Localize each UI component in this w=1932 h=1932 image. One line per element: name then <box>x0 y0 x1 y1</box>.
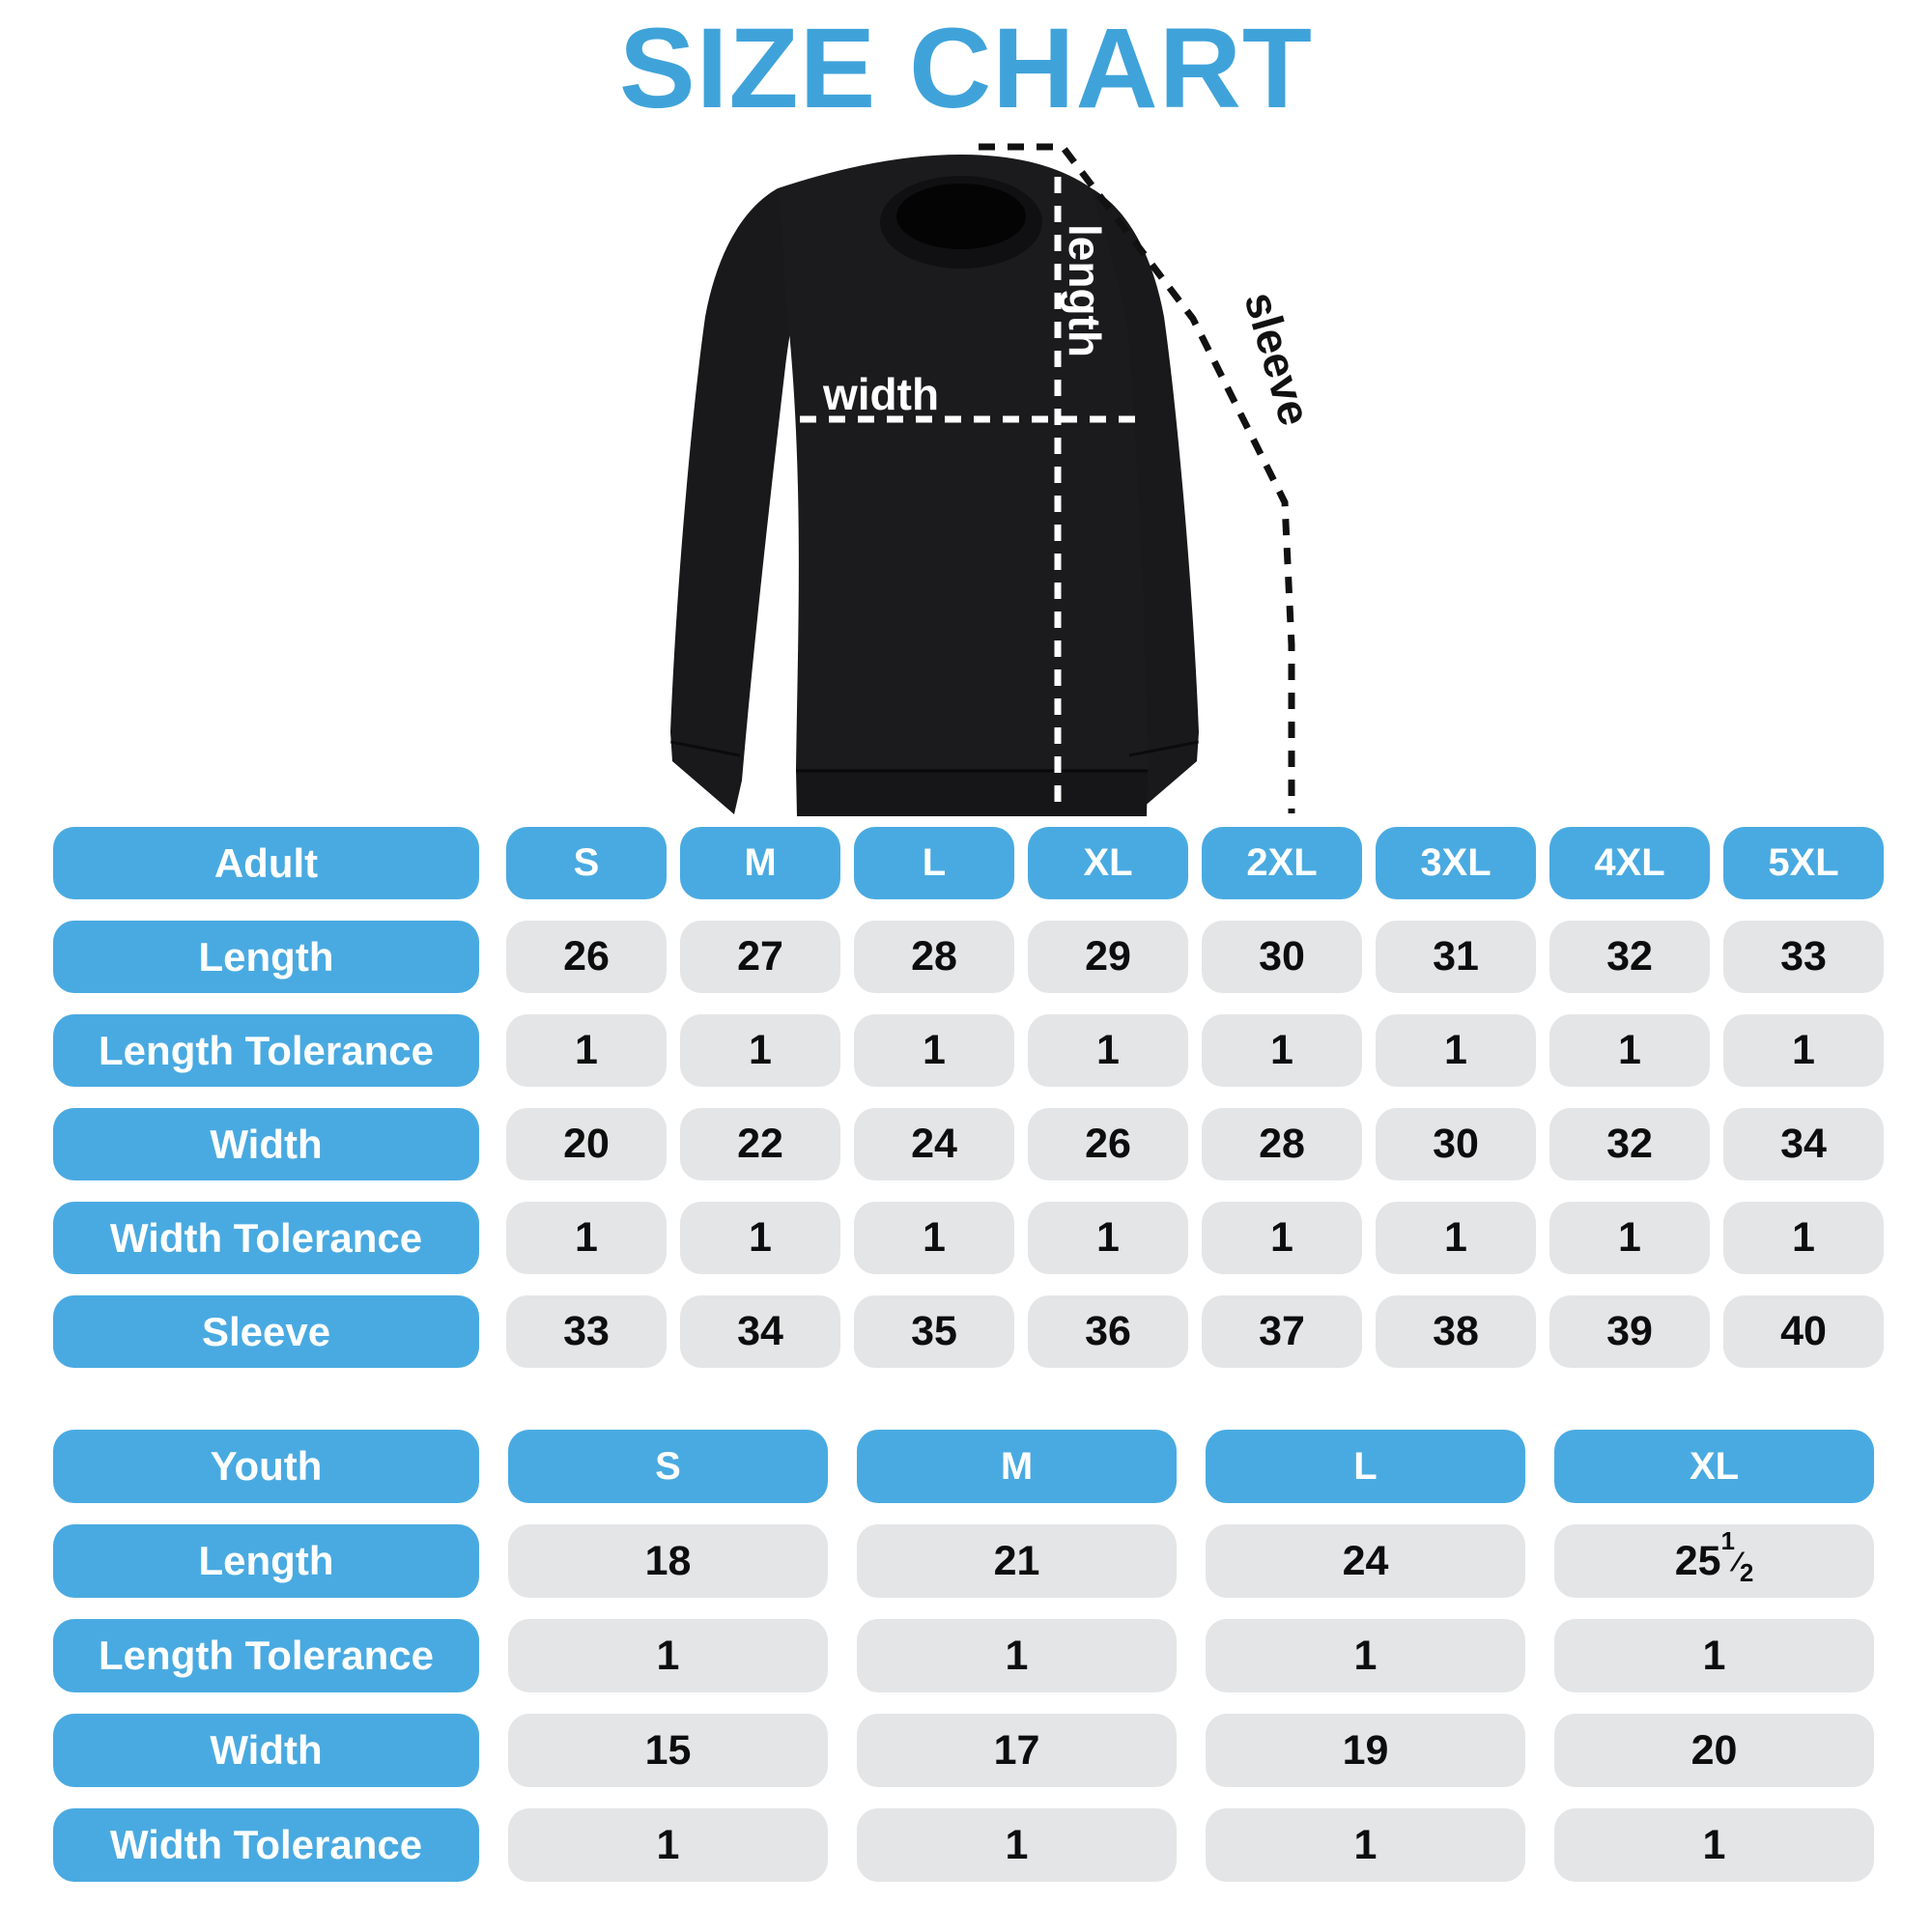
youth_table-header-size-0: S <box>508 1430 828 1503</box>
adult_table-header-size-1: M <box>680 827 840 899</box>
youth_table-cell: 1 <box>1554 1808 1874 1882</box>
adult_table-cell: 1 <box>1376 1014 1536 1087</box>
adult-size-table: Adult S M L XL 2XL 3XL 4XL 5XL Length 26 27 28 29 30 31… <box>53 827 1884 1368</box>
collar-opening <box>896 184 1026 249</box>
youth_table-cell: 1 <box>857 1619 1177 1692</box>
adult_table-cell: 22 <box>680 1108 840 1180</box>
adult_table-row-label: Length Tolerance <box>53 1014 479 1087</box>
adult_table-cell: 33 <box>1723 921 1884 993</box>
adult_table-header-size-5: 3XL <box>1376 827 1536 899</box>
adult_table-cell: 33 <box>506 1295 667 1368</box>
youth_table-cell: 25 1⁄2 <box>1554 1524 1874 1598</box>
adult_table-cell: 40 <box>1723 1295 1884 1368</box>
adult_table-cell: 32 <box>1549 1108 1710 1180</box>
adult_table-row-label: Sleeve <box>53 1295 479 1368</box>
sweatshirt-diagram: width length sleeve <box>669 143 1321 816</box>
youth_table-cell: 1 <box>1206 1808 1525 1882</box>
youth-size-table: Youth S M L XL Length 18 21 24 25 1⁄2 Length Tolera… <box>53 1430 1874 1882</box>
adult_table-cell: 30 <box>1376 1108 1536 1180</box>
adult_table-cell: 1 <box>1028 1202 1188 1274</box>
adult_table-cell: 32 <box>1549 921 1710 993</box>
youth_table-cell: 17 <box>857 1714 1177 1787</box>
adult_table-cell: 1 <box>1028 1014 1188 1087</box>
adult_table-cell: 1 <box>854 1202 1014 1274</box>
youth_table-header-label: Youth <box>53 1430 479 1503</box>
youth_table-row-label: Width <box>53 1714 479 1787</box>
sweatshirt-left-sleeve <box>670 188 794 814</box>
adult_table-cell: 1 <box>1376 1202 1536 1274</box>
adult_table-cell: 27 <box>680 921 840 993</box>
sleeve-line <box>979 143 1295 813</box>
adult_table-cell: 34 <box>1723 1108 1884 1180</box>
adult_table-row-label: Width Tolerance <box>53 1202 479 1274</box>
youth_table-cell: 1 <box>508 1808 828 1882</box>
adult_table-cell: 28 <box>1202 1108 1362 1180</box>
youth_table-row-label: Length <box>53 1524 479 1598</box>
adult_table-cell: 1 <box>1202 1202 1362 1274</box>
youth_table-cell: 21 <box>857 1524 1177 1598</box>
adult_table-cell: 28 <box>854 921 1014 993</box>
sleeve-label: sleeve <box>1235 286 1321 431</box>
adult_table-cell: 1 <box>680 1014 840 1087</box>
adult_table-header-label: Adult <box>53 827 479 899</box>
width-label: width <box>822 369 939 419</box>
youth_table-cell: 15 <box>508 1714 828 1787</box>
adult_table-cell: 37 <box>1202 1295 1362 1368</box>
adult_table-header-size-0: S <box>506 827 667 899</box>
youth_table-cell: 1 <box>857 1808 1177 1882</box>
adult_table-cell: 39 <box>1549 1295 1710 1368</box>
youth_table-row-label: Width Tolerance <box>53 1808 479 1882</box>
adult_table-cell: 35 <box>854 1295 1014 1368</box>
adult_table-row-label: Width <box>53 1108 479 1180</box>
adult_table-cell: 34 <box>680 1295 840 1368</box>
youth_table-cell: 1 <box>1206 1619 1525 1692</box>
adult_table-cell: 1 <box>1549 1202 1710 1274</box>
adult_table-cell: 1 <box>854 1014 1014 1087</box>
adult_table-header-size-6: 4XL <box>1549 827 1710 899</box>
adult_table-cell: 30 <box>1202 921 1362 993</box>
adult_table-header-size-4: 2XL <box>1202 827 1362 899</box>
adult_table-header-size-2: L <box>854 827 1014 899</box>
adult_table-row-label: Length <box>53 921 479 993</box>
youth_table-cell: 1 <box>508 1619 828 1692</box>
adult_table-header-size-7: 5XL <box>1723 827 1884 899</box>
youth_table-cell: 20 <box>1554 1714 1874 1787</box>
left-cuff-seam-line <box>669 740 741 757</box>
sweatshirt-hem-band <box>796 769 1148 816</box>
adult_table-cell: 1 <box>1723 1014 1884 1087</box>
youth_table-header-size-3: XL <box>1554 1430 1874 1503</box>
page-title: SIZE CHART <box>619 5 1313 132</box>
adult_table-cell: 26 <box>506 921 667 993</box>
adult_table-cell: 20 <box>506 1108 667 1180</box>
fraction-half: 1⁄2 <box>1720 1525 1754 1588</box>
adult_table-cell: 36 <box>1028 1295 1188 1368</box>
adult_table-cell: 1 <box>680 1202 840 1274</box>
adult_table-cell: 1 <box>1202 1014 1362 1087</box>
youth_table-cell: 19 <box>1206 1714 1525 1787</box>
adult_table-cell: 29 <box>1028 921 1188 993</box>
adult_table-cell: 1 <box>506 1014 667 1087</box>
adult_table-cell: 38 <box>1376 1295 1536 1368</box>
adult_table-cell: 24 <box>854 1108 1014 1180</box>
adult_table-header-size-3: XL <box>1028 827 1188 899</box>
youth_table-cell: 1 <box>1554 1619 1874 1692</box>
youth_table-cell: 24 <box>1206 1524 1525 1598</box>
youth_table-header-size-1: M <box>857 1430 1177 1503</box>
adult_table-cell: 26 <box>1028 1108 1188 1180</box>
adult_table-cell: 31 <box>1376 921 1536 993</box>
right-cuff-seam-line <box>1128 740 1200 757</box>
youth_table-header-size-2: L <box>1206 1430 1525 1503</box>
adult_table-cell: 1 <box>1549 1014 1710 1087</box>
youth_table-row-label: Length Tolerance <box>53 1619 479 1692</box>
length-label: length <box>1060 224 1110 357</box>
adult_table-cell: 1 <box>1723 1202 1884 1274</box>
youth_table-cell: 18 <box>508 1524 828 1598</box>
adult_table-cell: 1 <box>506 1202 667 1274</box>
